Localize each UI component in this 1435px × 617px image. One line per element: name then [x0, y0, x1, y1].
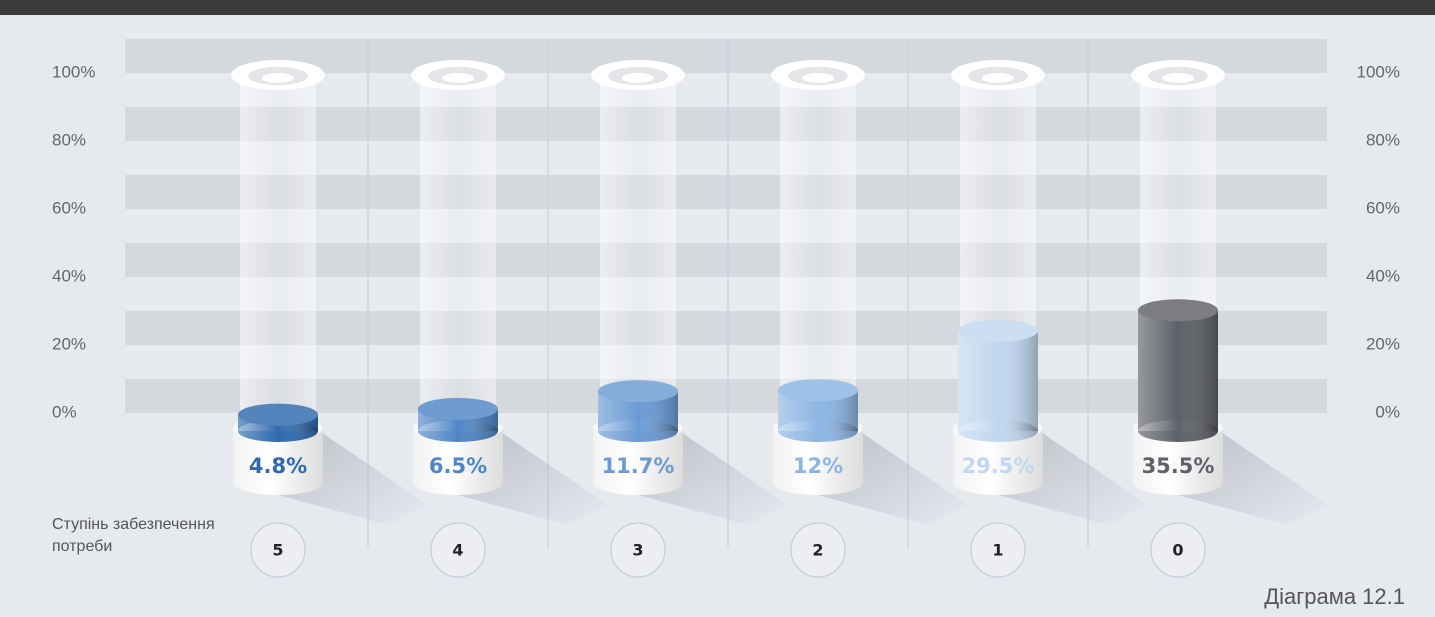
bar-top-light — [1138, 299, 1218, 322]
y-tick-label: 20% — [52, 334, 86, 353]
bar-top — [958, 319, 1038, 342]
y-tick-label: 0% — [52, 402, 77, 421]
x-tick-label: 1 — [992, 541, 1003, 560]
category-circle — [970, 522, 1026, 578]
bar-bottom-shade — [1138, 420, 1218, 442]
category-circle — [790, 522, 846, 578]
bar-bottom-shade — [598, 420, 678, 442]
value-label: 12% — [793, 454, 843, 478]
pedestal-bottom — [593, 471, 683, 495]
bar-bottom-shade — [778, 420, 858, 442]
x-tick-label: 0 — [1172, 541, 1183, 560]
bar-top — [598, 380, 678, 403]
bar-top — [238, 403, 318, 426]
grid-band — [125, 175, 1327, 209]
pedestal-bottom — [953, 471, 1043, 495]
y2-tick-label: 80% — [1366, 130, 1400, 149]
value-label: 29.5% — [962, 454, 1035, 478]
y2-tick-label: 0% — [1375, 402, 1400, 421]
bar-top-light — [598, 380, 678, 403]
y2-tick-label: 100% — [1357, 62, 1400, 81]
value-label: 11.7% — [602, 454, 675, 478]
pedestal-bottom — [233, 471, 323, 495]
category-circle — [610, 522, 666, 578]
grid-band — [125, 379, 1327, 413]
bar-bottom-shade — [418, 420, 498, 442]
value-label: 35.5% — [1142, 454, 1215, 478]
value-label: 4.8% — [249, 454, 307, 478]
y-tick-label: 80% — [52, 130, 86, 149]
category-circle — [430, 522, 486, 578]
bar-shade — [958, 330, 1038, 431]
x-axis-label: Ступінь забезпечення потреби — [52, 516, 215, 555]
grid-band — [125, 243, 1327, 277]
bar-top — [418, 397, 498, 420]
tube-hole-inner — [442, 73, 474, 83]
y-tick-label: 100% — [52, 62, 95, 81]
bar-top-light — [958, 319, 1038, 342]
glass-tube — [600, 75, 676, 420]
y-tick-label: 40% — [52, 266, 86, 285]
value-label: 6.5% — [429, 454, 487, 478]
caption: Діаграма 12.1 — [1264, 584, 1405, 609]
category-circle — [250, 522, 306, 578]
bar-bottom-shade — [238, 420, 318, 442]
y-tick-label: 60% — [52, 198, 86, 217]
grid-band — [125, 311, 1327, 345]
grid-band — [125, 107, 1327, 141]
bar-top — [778, 379, 858, 402]
glass-tube — [240, 75, 316, 420]
y2-tick-label: 20% — [1366, 334, 1400, 353]
tube-hole-inner — [1162, 73, 1194, 83]
x-tick-label: 3 — [632, 541, 643, 560]
pedestal-bottom — [1133, 471, 1223, 495]
category-circle — [1150, 522, 1206, 578]
pedestal-bottom — [413, 471, 503, 495]
tube-hole-inner — [982, 73, 1014, 83]
x-tick-label: 4 — [452, 541, 463, 560]
y2-tick-label: 60% — [1366, 198, 1400, 217]
pedestal-bottom — [773, 471, 863, 495]
y2-tick-label: 40% — [1366, 266, 1400, 285]
grid-band — [125, 39, 1327, 73]
tube-hole-inner — [802, 73, 834, 83]
tube-hole-inner — [262, 73, 294, 83]
top-bar — [0, 0, 1435, 15]
x-tick-label: 2 — [812, 541, 823, 560]
bar-bottom-shade — [958, 420, 1038, 442]
x-tick-label: 5 — [272, 541, 283, 560]
bar-shade — [1138, 310, 1218, 431]
bar-top-light — [418, 397, 498, 420]
glass-tube — [780, 75, 856, 420]
bar-top-light — [778, 379, 858, 402]
bar-top-light — [238, 403, 318, 426]
bar-top — [1138, 299, 1218, 322]
glass-tube — [420, 75, 496, 420]
tube-hole-inner — [622, 73, 654, 83]
